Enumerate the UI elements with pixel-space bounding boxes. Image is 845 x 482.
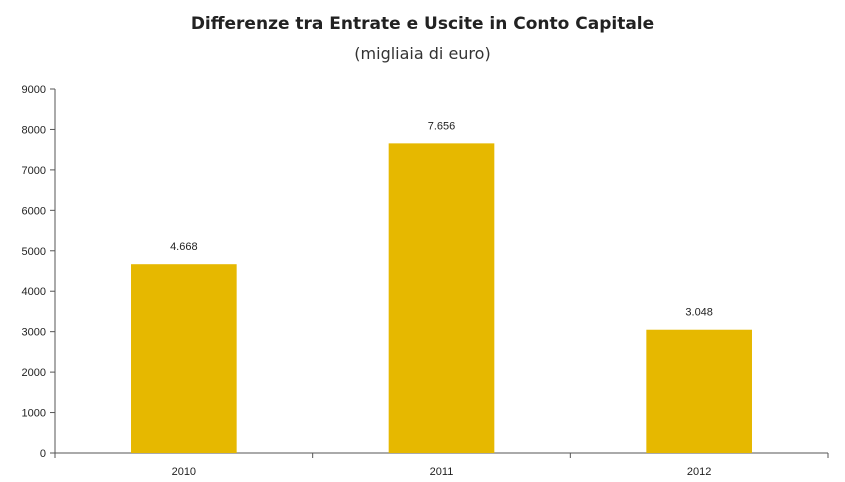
data-label-2010: 4.668 — [170, 241, 198, 253]
y-tick-label: 7000 — [22, 165, 46, 177]
y-tick-label: 3000 — [22, 327, 46, 339]
chart-title: Differenze tra Entrate e Uscite in Conto… — [190, 14, 655, 34]
x-tick-label-2012: 2012 — [687, 466, 711, 478]
bar-2012 — [646, 329, 752, 453]
y-tick-label: 9000 — [22, 84, 46, 96]
y-tick-label: 5000 — [22, 246, 46, 258]
data-label-2011: 7.656 — [428, 120, 456, 132]
y-tick-label: 6000 — [22, 205, 46, 217]
y-tick-label: 4000 — [22, 286, 46, 298]
bar-2010 — [131, 264, 237, 453]
x-tick-label-2010: 2010 — [172, 466, 196, 478]
bar-2011 — [388, 143, 495, 453]
y-tick-label: 1000 — [22, 408, 46, 420]
data-label-2012: 3.048 — [685, 307, 713, 319]
y-tick-label: 8000 — [22, 124, 46, 136]
x-tick-label-2011: 2011 — [430, 466, 454, 478]
y-tick-label: 2000 — [22, 367, 46, 379]
y-tick-label: 0 — [40, 448, 46, 460]
chart-subtitle: (migliaia di euro) — [354, 44, 491, 63]
